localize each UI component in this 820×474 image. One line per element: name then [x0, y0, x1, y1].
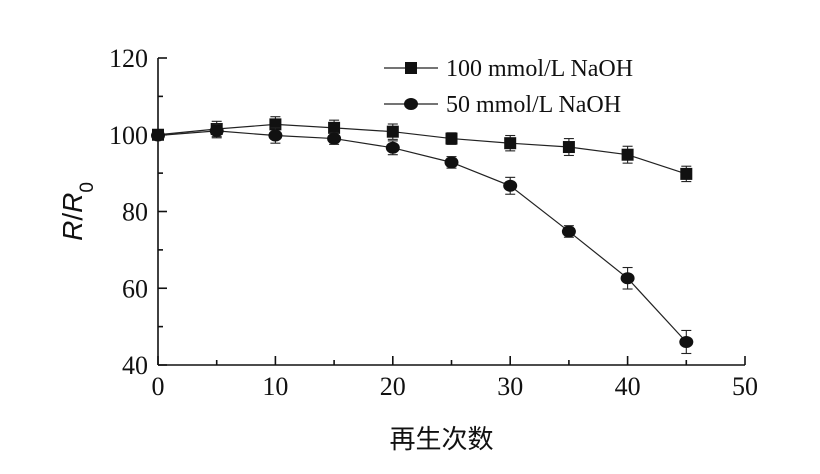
y-axis-title-r0: R	[57, 193, 88, 213]
x-tick-label: 40	[615, 372, 641, 401]
data-point	[504, 137, 517, 150]
data-point	[328, 121, 341, 134]
data-point	[444, 156, 459, 169]
data-point	[620, 272, 635, 285]
y-tick-label: 60	[122, 274, 148, 303]
data-point	[385, 141, 400, 154]
data-point	[151, 129, 165, 142]
legend-item: 50 mmol/L NaOH	[384, 92, 621, 118]
series-line	[157, 123, 687, 175]
y-axis-title-subscript: 0	[77, 182, 98, 193]
y-axis-title-slash: /	[57, 213, 88, 221]
data-point	[445, 132, 458, 145]
x-axis-title: 再生次数	[389, 425, 493, 454]
data-point	[386, 125, 399, 138]
legend-marker-circle	[404, 98, 418, 110]
y-axis-title-r: R	[57, 221, 88, 241]
x-tick-label: 30	[497, 372, 523, 401]
data-point	[561, 225, 576, 238]
legend-marker-square	[405, 62, 417, 74]
data-point	[621, 148, 634, 161]
series-1	[152, 116, 693, 183]
data-point	[209, 124, 224, 137]
series-2	[151, 123, 694, 355]
legend-label: 100 mmol/L NaOH	[446, 56, 633, 82]
x-tick-label: 0	[152, 372, 165, 401]
y-axis-title: R/R0	[57, 182, 98, 241]
legend-item: 100 mmol/L NaOH	[384, 56, 633, 82]
legend: 100 mmol/L NaOH 50 mmol/L NaOH	[384, 56, 633, 118]
y-tick-label: 100	[109, 121, 148, 150]
y-tick-label: 120	[109, 44, 148, 73]
y-tick-label: 80	[122, 198, 148, 227]
series-line	[157, 130, 687, 343]
series-layer	[151, 116, 694, 355]
x-tick-label: 50	[732, 372, 758, 401]
data-point	[327, 132, 342, 145]
data-point	[562, 141, 575, 154]
y-tick-label: 40	[122, 351, 148, 380]
data-point	[503, 179, 518, 192]
x-tick-label: 20	[380, 372, 406, 401]
data-point	[680, 167, 693, 180]
ticks: 0 10 20 30 40 50 40 60 80 100 120	[109, 44, 758, 401]
data-point	[679, 335, 694, 348]
legend-label: 50 mmol/L NaOH	[446, 92, 621, 118]
x-tick-label: 10	[262, 372, 288, 401]
data-point	[268, 129, 283, 142]
